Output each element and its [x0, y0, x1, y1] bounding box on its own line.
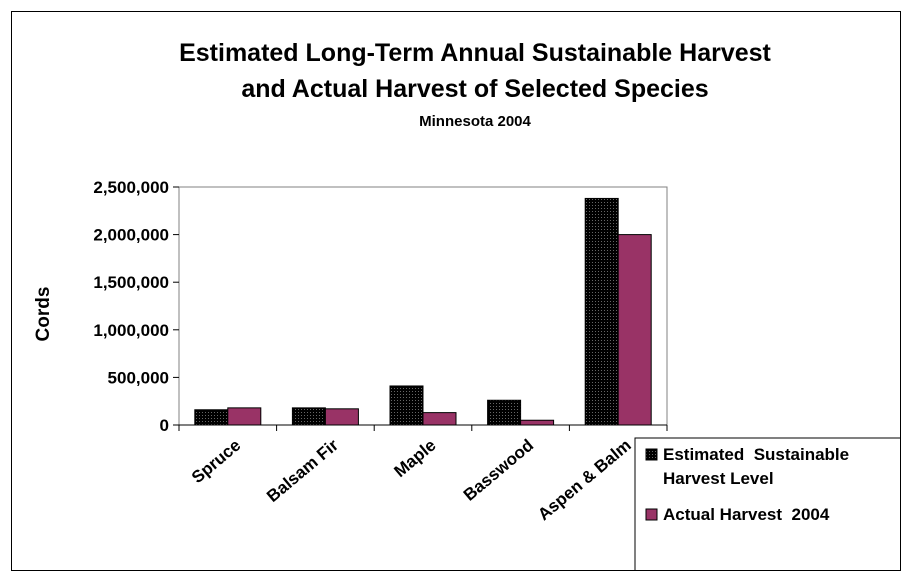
- legend-label-estimated-line1: Estimated Sustainable: [663, 445, 849, 464]
- x-tick-label: Aspen & Balm: [534, 436, 634, 525]
- bar-actual: [617, 234, 652, 426]
- x-tick-label: Basswood: [460, 436, 537, 505]
- legend: Estimated Sustainable Harvest Level Actu…: [634, 437, 904, 575]
- legend-label-actual: Actual Harvest 2004: [663, 505, 830, 524]
- x-tick-label: Spruce: [188, 436, 244, 488]
- y-tick-label: 1,000,000: [93, 321, 169, 340]
- bar-actual: [422, 412, 457, 426]
- chart-title-line1: Estimated Long-Term Annual Sustainable H…: [179, 39, 771, 67]
- bar-actual: [324, 408, 359, 426]
- legend-box: [634, 437, 904, 575]
- x-tick-label: Maple: [390, 436, 439, 482]
- y-tick-label: 0: [160, 416, 169, 435]
- legend-swatch-estimated: [645, 448, 658, 461]
- bar-chart: Estimated Long-Term Annual Sustainable H…: [33, 39, 904, 575]
- plot-area: 0 500,000 1,000,000 1,500,000 2,000,000 2,500…: [93, 178, 668, 525]
- bar-actual: [520, 419, 555, 426]
- chart-frame: Estimated Long-Term Annual Sustainable H…: [11, 11, 904, 575]
- bar-estimated: [487, 399, 522, 426]
- y-tick-label: 1,500,000: [93, 273, 169, 292]
- bar-estimated: [194, 409, 229, 426]
- chart-title-line2: and Actual Harvest of Selected Species: [241, 75, 708, 103]
- y-tick-label: 2,500,000: [93, 178, 169, 197]
- legend-label-estimated-line2: Harvest Level: [663, 469, 774, 488]
- y-axis-label: Cords: [33, 287, 54, 342]
- chart-subtitle: Minnesota 2004: [419, 113, 531, 130]
- bar-actual: [227, 407, 262, 426]
- y-tick-label: 500,000: [108, 368, 169, 387]
- bar-estimated: [584, 197, 619, 426]
- bar-estimated: [389, 385, 424, 426]
- y-tick-label: 2,000,000: [93, 226, 169, 245]
- bar-estimated: [291, 407, 326, 426]
- legend-swatch-actual: [645, 508, 658, 521]
- x-tick-label: Balsam Fir: [263, 435, 342, 506]
